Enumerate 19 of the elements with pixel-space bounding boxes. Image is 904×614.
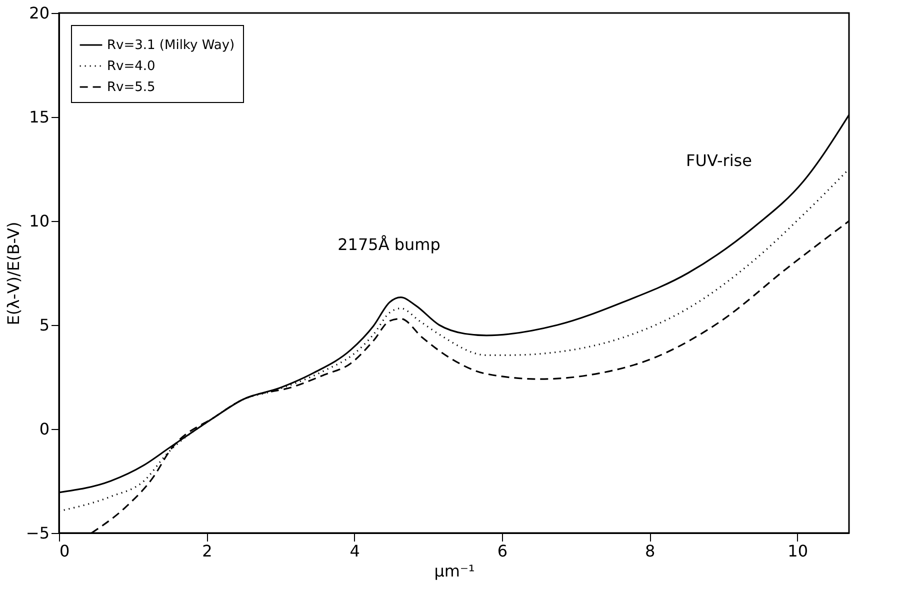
annotation: FUV-rise xyxy=(686,151,752,170)
legend-label: Rv=5.5 xyxy=(107,80,156,95)
annotation: 2175Å bump xyxy=(338,235,440,254)
y-tick-label: 10 xyxy=(29,212,50,230)
y-tick-label: 20 xyxy=(29,4,50,22)
legend-label: Rv=3.1 (Milky Way) xyxy=(107,38,235,53)
x-tick-label: 0 xyxy=(60,542,70,560)
y-tick-label: 15 xyxy=(29,108,50,126)
y-axis-title: E(λ-V)/E(B-V) xyxy=(4,222,23,326)
y-tick-label: 0 xyxy=(39,420,50,438)
x-tick-label: 4 xyxy=(350,542,360,560)
x-tick-label: 2 xyxy=(202,542,212,560)
x-tick-label: 10 xyxy=(788,542,808,560)
y-tick-label: 5 xyxy=(39,316,50,334)
y-tick-label: −5 xyxy=(26,524,50,542)
x-tick-label: 6 xyxy=(497,542,508,560)
legend-label: Rv=4.0 xyxy=(107,59,156,74)
x-tick-label: 8 xyxy=(645,542,656,560)
x-axis-title: μm⁻¹ xyxy=(434,562,475,580)
